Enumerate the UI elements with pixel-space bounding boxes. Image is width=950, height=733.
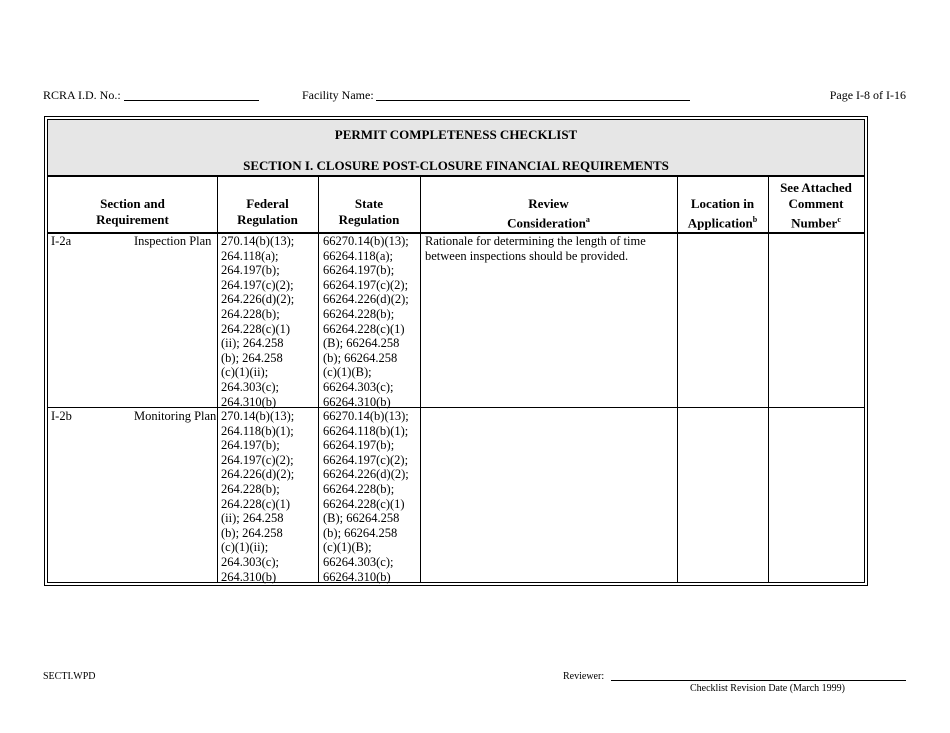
table-title-band: PERMIT COMPLETENESS CHECKLIST SECTION I.… [48,120,864,177]
text-line: 66264.228(c)(1) [323,321,405,336]
text-line: (b); 264.258 [221,350,283,365]
column-header-line: Review [528,196,569,211]
text-line: 66264.197(b); [323,438,395,453]
text-line: 66264.228(b); [323,481,395,496]
column-header-text: Consideration [507,215,586,231]
text-line: 66264.197(c)(2); [323,452,409,467]
text-line: (ii); 264.258 [221,511,284,526]
column-header-line: Location in [690,196,755,211]
facility-name-field[interactable] [376,100,690,101]
checklist-table: PERMIT COMPLETENESS CHECKLIST SECTION I.… [44,116,868,586]
text-line: 264.226(d)(2); [221,292,295,307]
text-line: 66270.14(b)(13); [323,409,409,423]
text-line: 264.197(b); [221,438,280,453]
text-line: 264.310(b) [221,569,277,584]
column-header-line: Applicationb [677,212,768,231]
text-line: 66264.310(b) [323,394,391,409]
requirement-name: Monitoring Plan [134,409,217,423]
text-line: (b); 66264.258 [323,525,398,540]
text-line: (c)(1)(B); [323,365,372,380]
table-title: PERMIT COMPLETENESS CHECKLIST [334,127,578,142]
text-line: 264.118(a); [221,248,279,263]
text-line: 66264.118(a); [323,248,394,263]
column-header: Review Considerationa [420,196,677,231]
rcra-id-label: RCRA I.D. No.: [43,88,121,102]
column-header-line: Federal [246,196,289,211]
text-line: 264.303(c); [221,554,279,569]
review-consideration: Rationale for determining the length of … [425,234,646,263]
text-line: 264.197(c)(2); [221,452,294,467]
footnote-marker: b [752,215,758,224]
text-line: 264.228(c)(1) [221,496,291,511]
column-header-line: Comment [788,196,844,211]
rcra-id-field[interactable] [124,100,259,101]
state-regulation: 66270.14(b)(13); 66264.118(a); 66264.197(b… [323,234,409,409]
text-line: 66264.118(b)(1); [323,423,409,438]
text-line: 264.197(c)(2); [221,277,294,292]
column-header-line: Section and [100,196,165,211]
column-header: State Regulation [318,196,420,228]
text-line: 66264.197(c)(2); [323,277,409,292]
file-name: SECTI.WPD [43,671,96,682]
text-line: 66264.226(d)(2); [323,292,409,307]
column-header: Section and Requirement [48,196,217,228]
text-line: 66264.228(c)(1) [323,496,405,511]
reviewer-label: Reviewer: [563,671,605,682]
column-header-line: Regulation [338,212,400,227]
federal-regulation: 270.14(b)(13); 264.118(a); 264.197(b); 264.… [221,234,294,409]
text-line: 270.14(b)(13); [221,409,295,423]
text-line: (c)(1)(B); [323,540,372,555]
column-header-text: Application [687,215,753,231]
section-id: I-2a [51,234,72,248]
text-line: 264.118(b)(1); [221,423,294,438]
text-line: 270.14(b)(13); [221,234,295,248]
column-header-line: See Attached [780,180,852,195]
text-line: 66264.226(d)(2); [323,467,409,482]
text-line: 264.228(b); [221,481,280,496]
text-line: (b); 66264.258 [323,350,398,365]
text-line: 264.197(b); [221,263,280,278]
section-title: SECTION I. CLOSURE POST-CLOSURE FINANCIA… [243,158,669,173]
text-line: 66264.310(b) [323,569,391,584]
column-header-line: Regulation [237,212,298,227]
column-header: Federal Regulation [217,196,318,228]
column-header-line: State [354,196,384,211]
federal-regulation: 270.14(b)(13); 264.118(b)(1); 264.197(b); 2… [221,409,294,584]
footnote-marker: c [837,215,841,224]
text-line: 66264.228(b); [323,306,395,321]
text-line: 66264.303(c); [323,554,394,569]
column-header-text: Number [791,215,838,231]
text-line: (B); 66264.258 [323,511,400,526]
column-header: Location in Applicationb [677,196,768,231]
text-line: between inspections should be provided. [425,248,629,263]
revision-date: Checklist Revision Date (March 1999) [690,683,845,694]
column-header-line: Requirement [96,212,169,227]
column-header: See Attached Comment Numberc [768,180,864,231]
text-line: (b); 264.258 [221,525,283,540]
text-line: (B); 66264.258 [323,336,400,351]
text-line: 264.228(b); [221,306,280,321]
footnote-marker: a [585,215,590,224]
page-number: Page I-8 of I-16 [829,88,906,102]
text-line: (c)(1)(ii); [221,365,269,380]
column-header-line: Numberc [768,212,864,231]
text-line: 66270.14(b)(13); [323,234,409,248]
section-id: I-2b [51,409,72,423]
text-line: 264.226(d)(2); [221,467,295,482]
state-regulation: 66270.14(b)(13); 66264.118(b)(1); 66264.19… [323,409,409,584]
facility-name-label: Facility Name: [302,88,374,102]
text-line: (c)(1)(ii); [221,540,269,555]
text-line: 66264.197(b); [323,263,395,278]
requirement-name: Inspection Plan [134,234,212,248]
text-line: Rationale for determining the length of … [425,234,646,248]
reviewer-field[interactable] [611,680,906,681]
text-line: 264.303(c); [221,379,279,394]
text-line: 66264.303(c); [323,379,394,394]
text-line: (ii); 264.258 [221,336,284,351]
text-line: 264.310(b) [221,394,277,409]
column-header-line: Considerationa [420,212,677,231]
text-line: 264.228(c)(1) [221,321,291,336]
